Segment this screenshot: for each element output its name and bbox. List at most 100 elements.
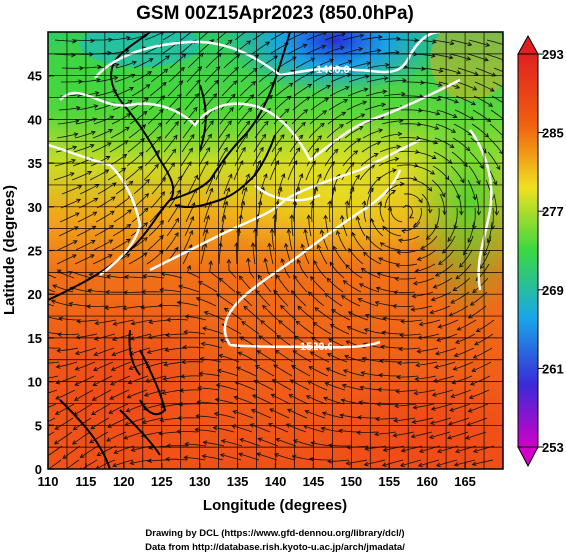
streamline: [72, 39, 95, 42]
streamline-arrowhead: [88, 272, 94, 278]
streamline-arrowhead: [39, 346, 43, 350]
streamline-arrowhead: [355, 215, 361, 221]
colorbar-tick-label: 269: [542, 283, 564, 298]
colorbar-top-arrow: [517, 34, 539, 55]
streamline: [56, 375, 77, 384]
streamline: [187, 53, 204, 69]
streamline: [109, 389, 130, 400]
streamline-arrowhead: [109, 115, 115, 120]
streamline: [394, 291, 416, 294]
streamline-arrowhead: [418, 448, 424, 454]
streamline-arrowhead: [190, 215, 195, 221]
streamline: [252, 32, 266, 41]
streamline-arrowhead: [127, 100, 133, 105]
streamline: [490, 109, 503, 120]
streamline: [254, 380, 274, 391]
streamline-arrowhead: [342, 369, 348, 374]
streamline: [331, 60, 352, 69]
streamline-arrowhead: [140, 305, 145, 310]
streamline: [53, 172, 75, 181]
y-tick-label: 0: [35, 462, 42, 477]
streamline-arrowhead: [295, 186, 301, 192]
streamline: [418, 459, 440, 467]
streamline-arrowhead: [321, 411, 327, 416]
streamline-arrowhead: [467, 238, 472, 243]
streamline-arrowhead: [267, 422, 273, 428]
streamline-arrowhead: [360, 267, 366, 273]
streamline: [436, 109, 457, 118]
streamline-arrowhead: [413, 390, 419, 396]
streamline: [430, 417, 452, 424]
streamline-arrowhead: [329, 323, 335, 329]
streamline: [239, 81, 256, 97]
streamline: [330, 323, 350, 335]
streamline-arrowhead: [159, 219, 164, 225]
streamline-arrowhead: [430, 170, 435, 175]
streamline-arrowhead: [301, 121, 306, 127]
y-tick-label: 15: [28, 331, 42, 346]
streamline: [311, 85, 331, 97]
streamline-arrowhead: [410, 433, 416, 439]
streamline: [291, 215, 294, 237]
streamline-arrowhead: [344, 85, 350, 91]
streamline: [276, 438, 297, 447]
streamline: [383, 317, 405, 321]
streamline: [447, 221, 457, 242]
streamline: [72, 431, 91, 445]
streamline: [413, 53, 435, 57]
streamline: [347, 326, 368, 335]
streamline-arrowhead: [89, 439, 95, 444]
streamline: [364, 459, 386, 466]
streamline-arrowhead: [143, 207, 149, 213]
streamline: [183, 230, 193, 251]
streamline-arrowhead: [96, 451, 102, 456]
streamline: [71, 271, 93, 279]
streamline: [128, 252, 148, 265]
streamline: [436, 459, 458, 467]
map-title: GSM 00Z15Apr2023 (850.0hPa): [136, 3, 414, 24]
streamline-arrowhead: [476, 180, 481, 185]
streamline: [376, 417, 398, 420]
streamline-arrowhead: [188, 244, 193, 249]
streamline: [360, 36, 382, 41]
streamline: [413, 179, 432, 192]
streamline: [336, 230, 347, 251]
streamline-arrowhead: [155, 149, 160, 155]
streamline-arrowhead: [89, 254, 95, 259]
streamline-arrowhead: [254, 54, 260, 59]
streamline-arrowhead: [357, 415, 362, 420]
streamline-arrowhead: [194, 27, 198, 31]
streamline: [429, 431, 451, 439]
colorbar-tick-label: 285: [542, 126, 564, 141]
streamline: [168, 67, 185, 83]
streamline: [224, 308, 243, 321]
streamline-arrowhead: [156, 136, 162, 141]
streamline-arrowhead: [164, 347, 170, 353]
streamline: [71, 171, 92, 181]
streamline-arrowhead: [177, 175, 182, 181]
streamline-arrowhead: [144, 97, 149, 102]
streamline: [238, 352, 258, 363]
streamline-arrowhead: [395, 263, 401, 268]
streamline-arrowhead: [182, 344, 187, 350]
streamline: [94, 225, 114, 237]
streamline-arrowhead: [129, 460, 135, 466]
streamline-arrowhead: [109, 395, 115, 400]
streamline: [330, 73, 351, 83]
streamline-arrowhead: [111, 351, 117, 357]
streamline: [467, 179, 476, 200]
streamline-arrowhead: [112, 462, 117, 468]
streamline-arrowhead: [363, 328, 369, 333]
y-tick-label: 10: [28, 375, 42, 390]
streamline-arrowhead: [223, 200, 229, 206]
streamline: [396, 389, 418, 392]
streamline-arrowhead: [397, 131, 403, 137]
streamline: [75, 240, 95, 251]
streamline-arrowhead: [92, 366, 98, 372]
streamline: [309, 110, 327, 125]
streamline: [414, 165, 435, 175]
colorbar: 253 261 269 277 285 293: [517, 34, 564, 468]
streamline-arrowhead: [105, 155, 111, 161]
streamline: [92, 389, 112, 401]
streamline: [221, 440, 243, 447]
